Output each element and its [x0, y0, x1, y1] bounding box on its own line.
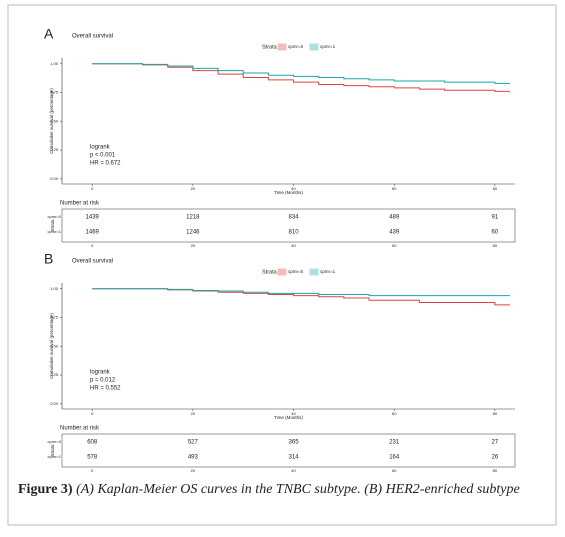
legend-swatch [277, 268, 287, 276]
risk-count: 1218 [186, 215, 200, 221]
figure-border [7, 4, 557, 526]
panel-label: B [44, 251, 53, 267]
risk-row-name: cpmr=0 [48, 439, 62, 444]
annotation: logrank [90, 145, 111, 151]
y-tick-label: 1.00 [50, 61, 59, 66]
caption-label: Figure 3) [18, 482, 73, 497]
x-axis-label: Time (Months) [274, 415, 303, 420]
risk-table-title: Number at risk [60, 201, 100, 207]
x-tick-label: 0 [91, 186, 94, 191]
y-tick-label: 0.75 [50, 315, 59, 320]
annotation: p = 0.012 [90, 378, 116, 384]
risk-count: 439 [389, 230, 400, 236]
x-tick-label: 20 [191, 411, 196, 416]
risk-count: 26 [492, 455, 499, 461]
risk-row-name: cpmr=0 [48, 214, 62, 219]
risk-count: 27 [492, 440, 499, 446]
risk-count: 231 [389, 440, 400, 446]
x-tick-label: 20 [191, 186, 196, 191]
x-tick-label: 80 [493, 411, 498, 416]
y-tick-label: 0.50 [50, 343, 59, 348]
x-tick-label: 60 [392, 186, 397, 191]
risk-row-name: cpmr=1 [48, 229, 62, 234]
legend-swatch [309, 268, 319, 276]
risk-count: 1439 [86, 215, 100, 221]
risk-count: 834 [289, 215, 300, 221]
risk-x-tick-label: 40 [291, 468, 296, 473]
risk-count: 810 [289, 230, 300, 236]
risk-count: 489 [389, 215, 400, 221]
x-tick-label: 60 [392, 411, 397, 416]
y-axis-label: Cumulative survival (percentage) [49, 313, 54, 379]
x-axis-label: Time (Months) [274, 190, 303, 195]
risk-table-box [61, 433, 516, 468]
risk-count: 527 [188, 440, 199, 446]
risk-x-tick-label: 80 [493, 243, 498, 248]
risk-count: 578 [87, 455, 98, 461]
y-tick-label: 1.00 [50, 286, 59, 291]
risk-x-tick-label: 40 [291, 243, 296, 248]
chart-title: Overall survival [72, 259, 113, 265]
legend-label: cpmr=1 [320, 269, 336, 274]
annotation: logrank [90, 370, 111, 376]
legend-swatch [309, 43, 319, 51]
x-tick-label: 80 [493, 186, 498, 191]
caption-text: (A) Kaplan-Meier OS curves in the TNBC s… [76, 482, 520, 497]
chart-title: Overall survival [72, 34, 113, 40]
risk-row-name: cpmr=1 [48, 454, 62, 459]
risk-count: 164 [389, 455, 400, 461]
y-tick-label: 0.25 [50, 372, 59, 377]
legend-label: cpmr=1 [320, 44, 336, 49]
risk-x-tick-label: 20 [191, 468, 196, 473]
y-tick-label: 0.50 [50, 118, 59, 123]
risk-x-tick-label: 60 [392, 243, 397, 248]
risk-x-tick-label: 80 [493, 468, 498, 473]
risk-table-box [61, 208, 516, 243]
risk-x-tick-label: 60 [392, 468, 397, 473]
panel-label: A [44, 26, 54, 42]
x-tick-label: 40 [291, 411, 296, 416]
survival-curve [92, 63, 510, 92]
risk-count: 60 [492, 230, 499, 236]
legend-title: Strata [262, 44, 278, 50]
x-tick-label: 40 [291, 186, 296, 191]
risk-strata-label: Strata [50, 444, 55, 457]
annotation: HR = 0.672 [90, 161, 121, 167]
survival-curve [92, 288, 510, 297]
legend-swatch [277, 43, 287, 51]
risk-count: 314 [289, 455, 300, 461]
y-tick-label: 0.75 [50, 90, 59, 95]
risk-strata-label: Strata [50, 219, 55, 232]
risk-count: 91 [492, 215, 499, 221]
risk-count: 365 [289, 440, 300, 446]
risk-table-title: Number at risk [60, 426, 100, 432]
annotation: p < 0.001 [90, 153, 116, 159]
survival-curve [92, 288, 510, 306]
annotation: HR = 0.552 [90, 386, 121, 392]
risk-count: 608 [87, 440, 98, 446]
risk-x-tick-label: 20 [191, 243, 196, 248]
legend-label: cpmr=0 [288, 269, 304, 274]
risk-count: 493 [188, 455, 199, 461]
y-tick-label: 0.00 [50, 176, 59, 181]
y-tick-label: 0.00 [50, 401, 59, 406]
legend-label: cpmr=0 [288, 44, 304, 49]
survival-curve [92, 63, 510, 84]
risk-x-tick-label: 0 [91, 243, 94, 248]
risk-count: 1246 [186, 230, 200, 236]
risk-count: 1469 [86, 230, 100, 236]
x-tick-label: 0 [91, 411, 94, 416]
y-tick-label: 0.25 [50, 147, 59, 152]
y-axis-label: Cumulative survival (percentage) [49, 88, 54, 154]
legend-title: Strata [262, 269, 278, 275]
risk-x-tick-label: 0 [91, 468, 94, 473]
caption: Figure 3) (A) Kaplan-Meier OS curves in … [18, 482, 520, 497]
